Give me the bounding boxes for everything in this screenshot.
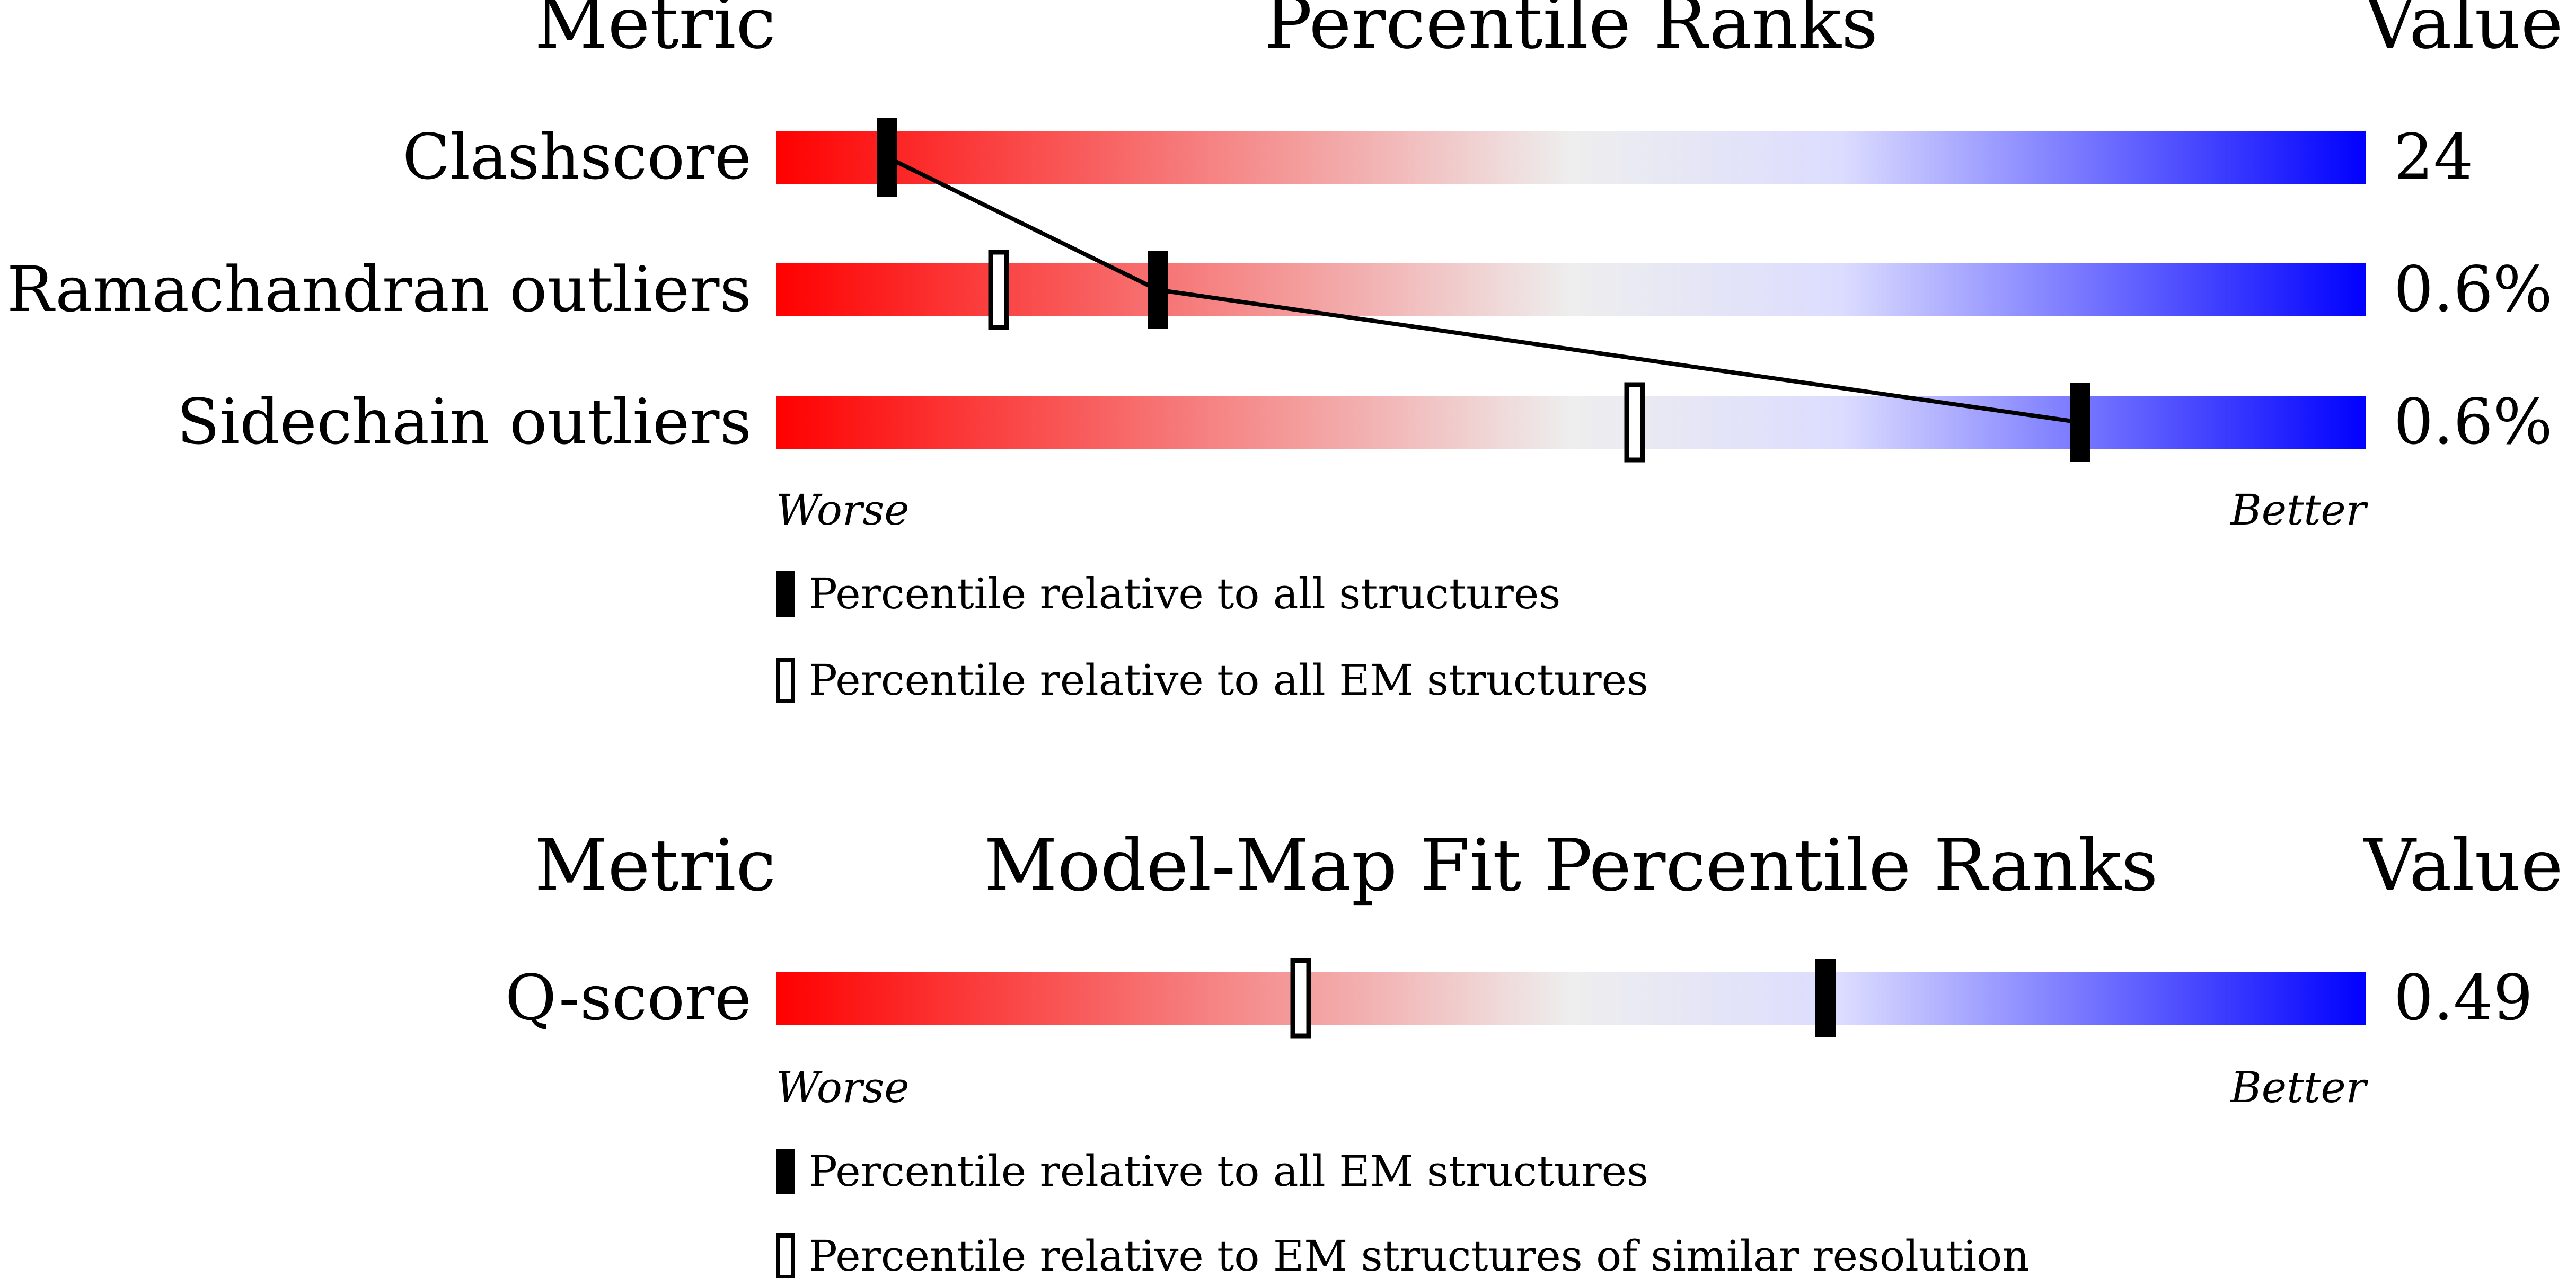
panel-title: Percentile Ranks bbox=[1264, 0, 1878, 65]
metric-label: Clashscore bbox=[402, 120, 752, 193]
legend-filled-marker bbox=[776, 571, 795, 617]
metric-label: Sidechain outliers bbox=[177, 385, 752, 458]
metric-value: 24 bbox=[2394, 120, 2473, 193]
header-metric: Metric bbox=[534, 0, 776, 65]
marker-relative-em bbox=[988, 250, 1009, 330]
percentile-bar bbox=[776, 396, 2366, 449]
axis-worse-label: Worse bbox=[776, 485, 910, 535]
marker-relative-all bbox=[2070, 383, 2090, 462]
legend-label: Percentile relative to all EM structures bbox=[809, 655, 1648, 705]
axis-better-label: Better bbox=[2229, 485, 2369, 535]
panel-title: Model-Map Fit Percentile Ranks bbox=[984, 824, 2158, 907]
metric-label: Ramachandran outliers bbox=[7, 253, 752, 326]
header-value: Value bbox=[2363, 824, 2563, 907]
legend-label: Percentile relative to all EM structures bbox=[809, 1147, 1648, 1196]
legend-filled-marker bbox=[776, 1149, 795, 1194]
marker-relative-em bbox=[1624, 382, 1645, 463]
legend-label: Percentile relative to EM structures of … bbox=[809, 1231, 2030, 1278]
percentile-bar bbox=[776, 263, 2366, 316]
metric-value: 0.6% bbox=[2394, 385, 2553, 458]
axis-worse-label: Worse bbox=[776, 1063, 910, 1112]
header-metric: Metric bbox=[534, 824, 776, 907]
marker-relative-all bbox=[1148, 251, 1168, 329]
metric-label: Q-score bbox=[505, 961, 752, 1034]
metric-value: 0.49 bbox=[2394, 961, 2533, 1034]
metric-value: 0.6% bbox=[2394, 253, 2553, 326]
marker-relative-all bbox=[877, 118, 897, 197]
marker-relative-all bbox=[1815, 959, 1836, 1037]
legend-hollow-marker bbox=[776, 1233, 795, 1278]
axis-better-label: Better bbox=[2229, 1063, 2369, 1112]
percentile-bar bbox=[776, 972, 2366, 1025]
legend-label: Percentile relative to all structures bbox=[809, 569, 1560, 618]
header-value: Value bbox=[2363, 0, 2563, 65]
marker-relative-em bbox=[1290, 958, 1311, 1039]
percentile-bar bbox=[776, 131, 2366, 184]
legend-hollow-marker bbox=[776, 658, 795, 703]
